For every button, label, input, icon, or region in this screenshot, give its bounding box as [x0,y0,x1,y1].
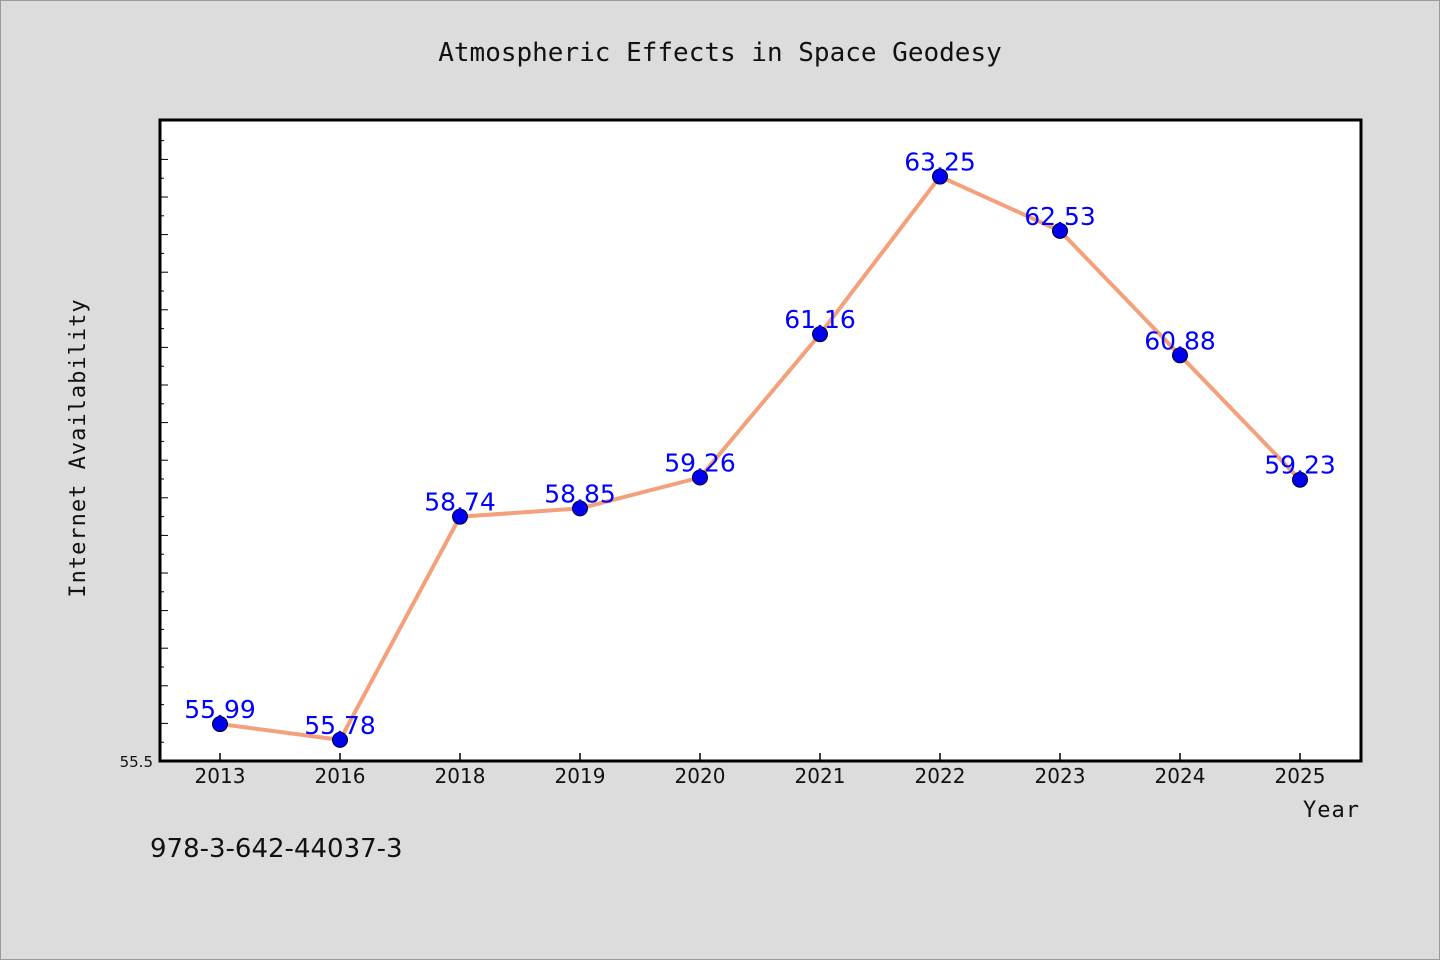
x-tick-label: 2022 [915,764,966,788]
data-point [1172,347,1188,364]
x-tick-label: 2023 [1035,764,1086,788]
data-label: 58.85 [544,479,616,508]
x-tick-label: 2018 [435,764,486,788]
data-label: 59.26 [664,448,736,477]
data-label: 59.23 [1264,451,1336,480]
data-label: 55.99 [184,695,256,724]
data-point [332,731,348,748]
y-axis-label: Internet Availability [66,298,91,597]
data-label: 63.25 [904,148,976,177]
isbn-code: 978-3-642-44037-3 [150,834,403,864]
data-label: 60.88 [1144,326,1216,355]
x-tick-label: 2024 [1155,764,1206,788]
y-minor-ticks [160,140,168,762]
x-tick-label: 2025 [1275,764,1326,788]
plot-area [158,118,1363,763]
y-tick-label: 55.5 [120,753,153,771]
x-tick-label: 2020 [675,764,726,788]
data-point [212,716,228,733]
data-point [1052,222,1068,239]
x-axis: 2013 2016 2018 2019 2020 2021 2022 2023 2024 2025 [195,753,1326,788]
chart-title: Atmospheric Effects in Space Geodesy [438,38,1002,68]
data-point [452,508,468,525]
data-label: 58.74 [424,488,496,517]
x-axis-label: Year [1303,798,1360,823]
data-point [692,469,708,486]
series-line [219,174,1302,742]
data-point [572,500,588,517]
data-label: 55.78 [304,711,376,740]
x-tick-label: 2016 [315,764,366,788]
data-point [812,326,828,343]
data-label: 61.16 [784,305,856,334]
x-tick-label: 2013 [195,764,246,788]
x-tick-label: 2021 [795,764,846,788]
x-tick-label: 2019 [555,764,606,788]
data-point [1292,471,1308,488]
data-point [932,168,948,185]
data-label: 62.53 [1024,202,1096,231]
series-layer: 55.99 55.78 58.74 58.85 59.26 61.16 63.25 62.53… [184,148,1336,748]
